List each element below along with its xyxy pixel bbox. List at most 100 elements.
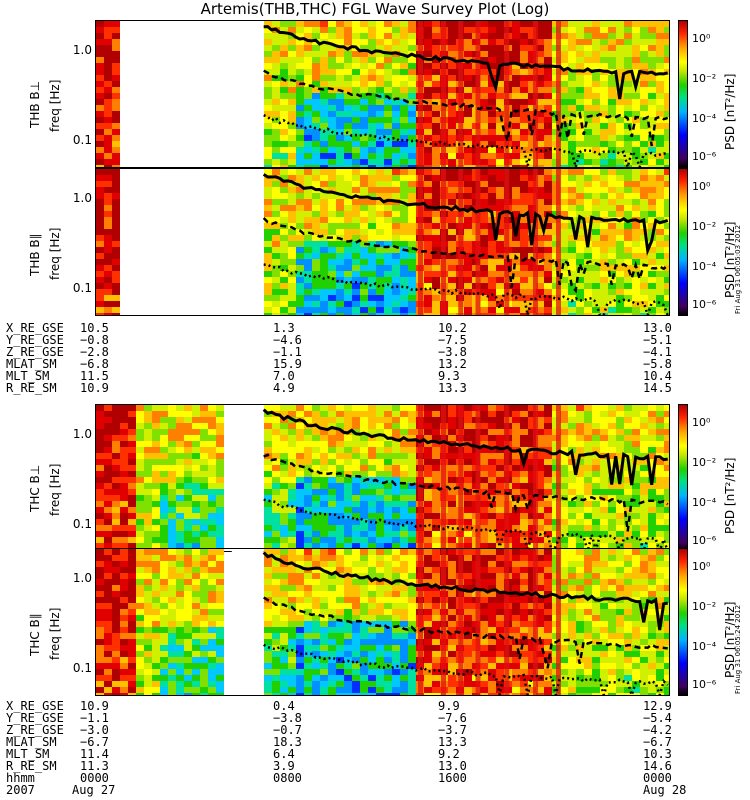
spectrogram-cell — [400, 217, 408, 223]
spectrogram-cell — [448, 141, 456, 147]
spectrogram-cell — [528, 93, 536, 99]
spectrogram-cell — [112, 45, 120, 51]
spectrogram-cell — [616, 447, 624, 453]
spectrogram-cell — [584, 519, 592, 525]
spectrogram-cell — [480, 501, 488, 507]
spectrogram-cell — [184, 633, 192, 639]
spectrogram-cell — [136, 405, 144, 411]
spectrogram-cell — [392, 435, 400, 441]
spectrogram-cell — [352, 543, 360, 549]
spectrogram-cell — [520, 441, 528, 447]
spectrogram-cell — [104, 111, 112, 117]
spectrogram-cell — [184, 663, 192, 669]
spectrogram-cell — [432, 489, 440, 495]
spectrogram-cell — [288, 663, 296, 669]
spectrogram-cell — [272, 21, 280, 27]
spectrogram-cell — [400, 453, 408, 459]
spectrogram-cell — [360, 253, 368, 259]
spectrogram-cell — [512, 501, 520, 507]
spectrogram-cell — [208, 663, 216, 669]
spectrogram-cell — [296, 45, 304, 51]
spectrogram-cell — [136, 519, 144, 525]
colorbar — [678, 20, 688, 168]
spectrogram-cell — [568, 247, 576, 253]
spectrogram-cell — [496, 411, 504, 417]
spectrogram-cell — [576, 489, 584, 495]
spectrogram-cell — [200, 435, 208, 441]
spectrogram-cell — [368, 123, 376, 129]
spectrogram-cell — [120, 501, 128, 507]
spectrogram-cell — [312, 159, 320, 165]
spectrogram-cell — [128, 513, 136, 519]
spectrogram-cell — [96, 181, 104, 187]
spectrogram-cell — [480, 441, 488, 447]
spectrogram-cell — [496, 465, 504, 471]
spectrogram-cell — [368, 217, 376, 223]
spectrogram-cell — [264, 459, 272, 465]
spectrogram-cell — [208, 585, 216, 591]
spectrogram-cell — [448, 417, 456, 423]
spectrogram-cell — [288, 687, 296, 693]
spectrogram-cell — [272, 627, 280, 633]
spectrogram-cell — [272, 465, 280, 471]
spectrogram-cell — [400, 531, 408, 537]
spectrogram-cell — [160, 669, 168, 675]
spectrogram-cell — [96, 75, 104, 81]
spectrogram-cell — [592, 489, 600, 495]
spectrogram-cell — [600, 129, 608, 135]
spectrogram-cell — [152, 573, 160, 579]
spectrogram-cell — [640, 111, 648, 117]
spectrogram-cell — [328, 465, 336, 471]
spectrogram-cell — [408, 247, 416, 253]
spectrogram-cell — [120, 585, 128, 591]
spectrogram-cell — [272, 483, 280, 489]
spectrogram-cell — [120, 477, 128, 483]
spectrogram-cell — [392, 129, 400, 135]
spectrogram-cell — [496, 159, 504, 165]
spectrogram-cell — [312, 217, 320, 223]
spectrogram-cell — [336, 477, 344, 483]
spectrogram-cell — [376, 69, 384, 75]
spectrogram-cell — [632, 187, 640, 193]
spectrogram-cell — [208, 681, 216, 687]
spectrogram-cell — [352, 447, 360, 453]
spectrogram-cell — [632, 307, 640, 313]
spectrogram-cell — [576, 105, 584, 111]
spectrogram-cell — [208, 525, 216, 531]
spectrogram-cell — [208, 645, 216, 651]
spectrogram-cell — [336, 537, 344, 543]
spectrogram-cell — [640, 271, 648, 277]
spectrogram-cell — [592, 289, 600, 295]
spectrogram-cell — [352, 423, 360, 429]
spectrogram-cell — [192, 687, 200, 693]
spectrogram-cell — [208, 639, 216, 645]
spectrogram-cell — [96, 537, 104, 543]
spectrogram-cell — [448, 93, 456, 99]
spectrogram-cell — [432, 129, 440, 135]
spectrogram-cell — [376, 405, 384, 411]
spectrogram-cell — [424, 141, 432, 147]
spectrogram-cell — [296, 675, 304, 681]
spectrogram-cell — [328, 531, 336, 537]
spectrogram-cell — [592, 253, 600, 259]
spectrogram-cell — [448, 211, 456, 217]
spectrogram-cell — [112, 51, 120, 57]
spectrogram-cell — [624, 411, 632, 417]
spectrogram-cell — [384, 153, 392, 159]
spectrogram-cell — [400, 123, 408, 129]
spectrogram-cell — [128, 447, 136, 453]
spectrogram-cell — [496, 135, 504, 141]
spectrogram-cell — [664, 57, 669, 63]
spectrogram-cell — [424, 63, 432, 69]
spectrogram-cell — [216, 567, 224, 573]
spectrogram-cell — [424, 21, 432, 27]
spectrogram-cell — [616, 435, 624, 441]
spectrogram-cell — [408, 223, 416, 229]
spectrogram-cell — [176, 531, 184, 537]
spectrogram-cell — [376, 471, 384, 477]
spectrogram-cell — [648, 99, 656, 105]
spectrogram-cell — [344, 277, 352, 283]
spectrogram-cell — [112, 81, 120, 87]
spectrogram-cell — [520, 513, 528, 519]
spectrogram-cell — [200, 405, 208, 411]
